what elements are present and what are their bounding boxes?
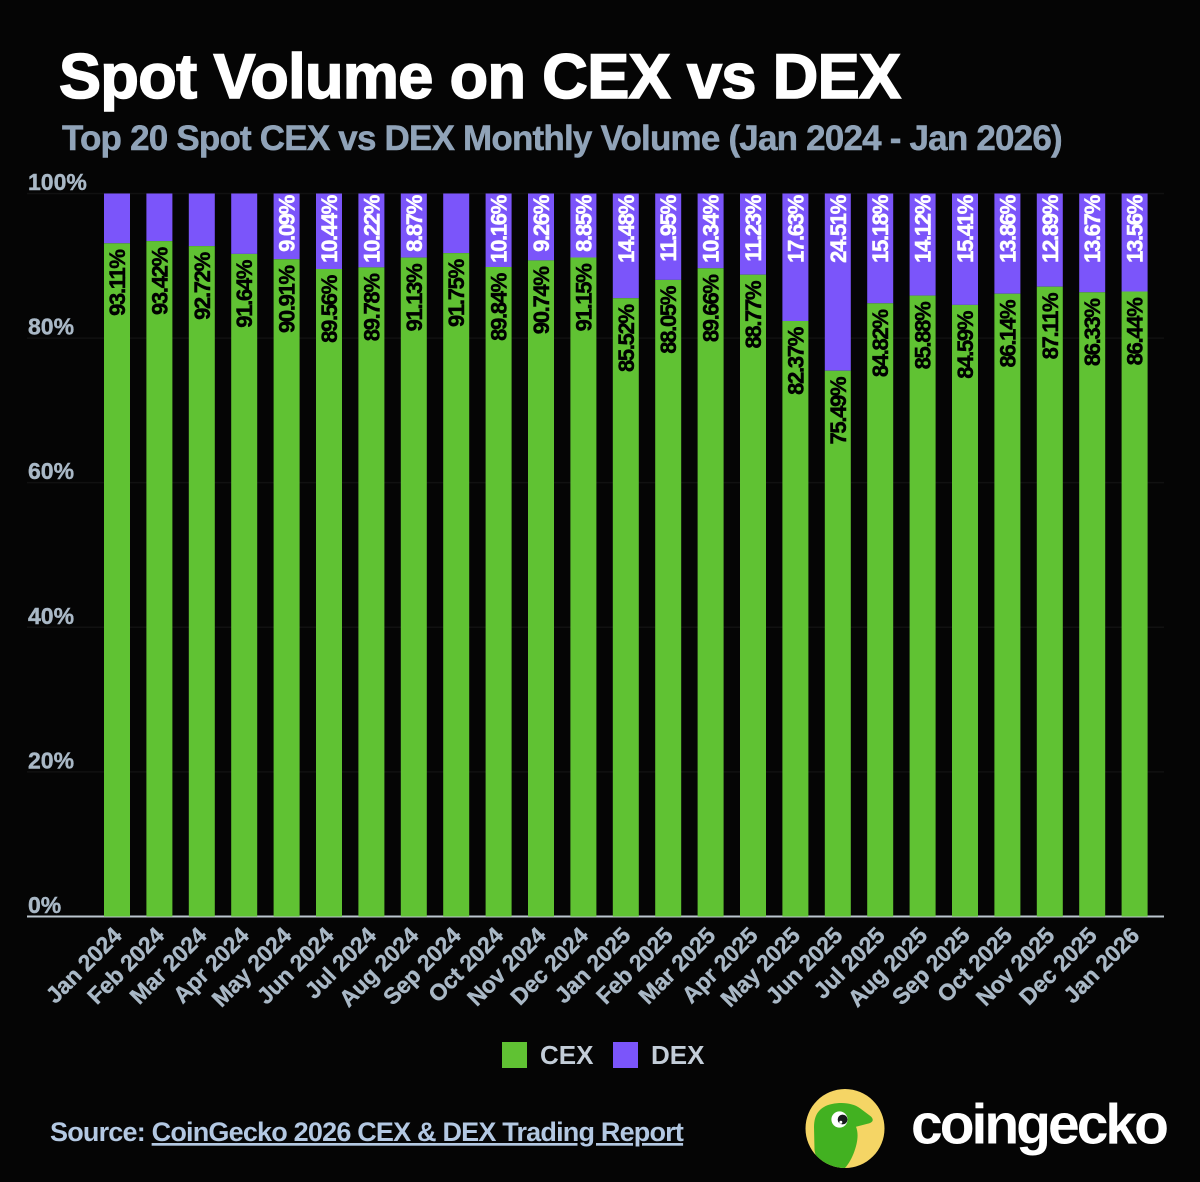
svg-text:Spot Volume on CEX vs DEX: Spot Volume on CEX vs DEX (59, 42, 901, 112)
svg-text:40%: 40% (28, 603, 74, 629)
svg-text:coingecko: coingecko (911, 1093, 1167, 1157)
svg-text:CEX: CEX (540, 1040, 594, 1070)
svg-text:DEX: DEX (651, 1040, 705, 1070)
svg-text:89.84%: 89.84% (487, 273, 512, 341)
svg-text:60%: 60% (28, 458, 74, 484)
svg-text:88.77%: 88.77% (741, 281, 766, 349)
svg-text:13.67%: 13.67% (1080, 195, 1105, 263)
svg-text:86.14%: 86.14% (995, 300, 1020, 368)
svg-text:0%: 0% (28, 892, 61, 918)
svg-text:Source: CoinGecko 2026 CEX & D: Source: CoinGecko 2026 CEX & DEX Trading… (50, 1117, 684, 1147)
svg-text:93.11%: 93.11% (105, 250, 130, 316)
svg-text:24.51%: 24.51% (826, 195, 851, 263)
svg-text:10.16%: 10.16% (487, 195, 512, 263)
svg-text:91.75%: 91.75% (444, 259, 469, 327)
svg-text:91.13%: 91.13% (402, 264, 427, 332)
svg-text:89.56%: 89.56% (317, 275, 342, 343)
svg-text:10.34%: 10.34% (699, 195, 724, 263)
svg-text:87.11%: 87.11% (1038, 293, 1063, 359)
svg-text:8.87%: 8.87% (402, 195, 427, 252)
svg-text:9.09%: 9.09% (275, 195, 300, 252)
svg-text:84.82%: 84.82% (868, 310, 893, 378)
svg-text:14.48%: 14.48% (614, 195, 639, 263)
svg-text:14.12%: 14.12% (911, 195, 936, 263)
svg-text:15.18%: 15.18% (868, 195, 893, 263)
svg-text:89.66%: 89.66% (699, 275, 724, 343)
svg-text:84.59%: 84.59% (953, 311, 978, 379)
svg-text:90.74%: 90.74% (529, 267, 554, 335)
svg-text:93.42%: 93.42% (147, 247, 172, 315)
svg-text:9.26%: 9.26% (529, 195, 554, 252)
svg-text:100%: 100% (28, 169, 87, 195)
svg-text:91.15%: 91.15% (571, 264, 596, 332)
svg-text:11.23%: 11.23% (741, 195, 766, 261)
svg-text:86.33%: 86.33% (1080, 299, 1105, 367)
svg-text:11.95%: 11.95% (656, 195, 681, 261)
svg-text:80%: 80% (28, 314, 74, 340)
svg-text:12.89%: 12.89% (1038, 195, 1063, 263)
svg-text:13.56%: 13.56% (1123, 195, 1148, 263)
svg-text:Top 20 Spot CEX vs DEX Monthly: Top 20 Spot CEX vs DEX Monthly Volume (J… (62, 119, 1062, 158)
svg-text:20%: 20% (28, 747, 74, 773)
svg-text:85.88%: 85.88% (911, 302, 936, 370)
svg-text:10.44%: 10.44% (317, 195, 342, 263)
svg-text:91.64%: 91.64% (232, 260, 257, 328)
svg-text:17.63%: 17.63% (783, 195, 808, 263)
svg-text:90.91%: 90.91% (275, 265, 300, 333)
svg-text:15.41%: 15.41% (953, 195, 978, 263)
svg-text:88.05%: 88.05% (656, 286, 681, 354)
svg-text:85.52%: 85.52% (614, 304, 639, 372)
svg-text:89.78%: 89.78% (359, 274, 384, 342)
svg-text:75.49%: 75.49% (826, 377, 851, 445)
svg-text:82.37%: 82.37% (783, 327, 808, 395)
svg-text:10.22%: 10.22% (359, 195, 384, 263)
svg-text:8.85%: 8.85% (571, 195, 596, 252)
svg-text:13.86%: 13.86% (995, 195, 1020, 263)
svg-text:92.72%: 92.72% (190, 252, 215, 320)
svg-text:86.44%: 86.44% (1123, 298, 1148, 366)
